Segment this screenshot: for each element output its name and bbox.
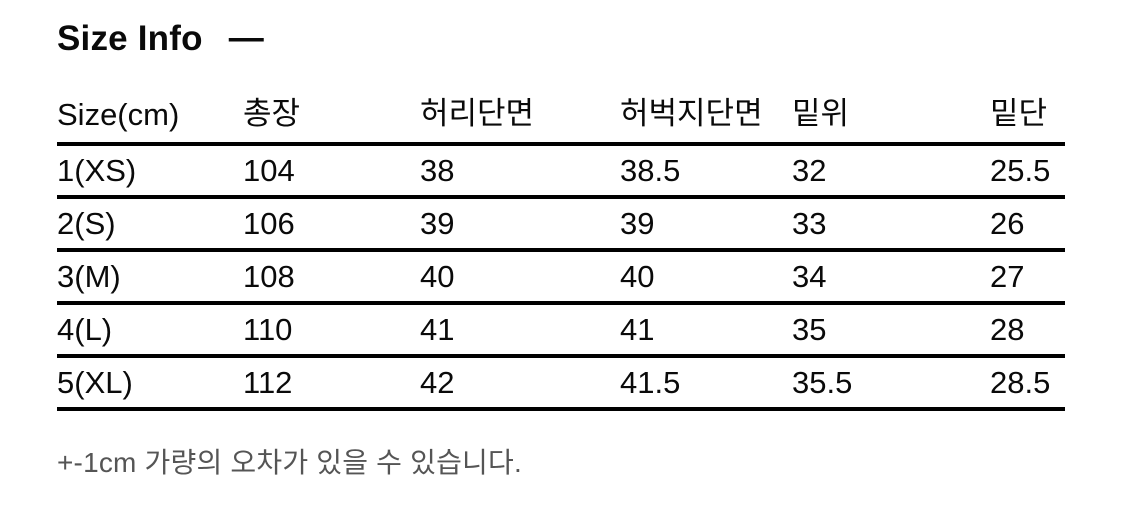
measurement-cell: 27	[990, 250, 1065, 305]
column-header-1: 총장	[243, 88, 420, 146]
measurement-cell: 41	[620, 303, 792, 358]
measurement-cell: 108	[243, 250, 420, 305]
size-label-cell: 3(M)	[57, 250, 243, 305]
measurement-cell: 33	[792, 197, 990, 252]
measurement-cell: 38.5	[620, 144, 792, 199]
measurement-cell: 41.5	[620, 356, 792, 411]
measurement-cell: 41	[420, 303, 620, 358]
size-label-cell: 2(S)	[57, 197, 243, 252]
size-info-section: Size Info — Size(cm) 총장 허리단면 허벅지단면 밑위 밑단 1(XS…	[57, 18, 1125, 478]
measurement-cell: 35.5	[792, 356, 990, 411]
measurement-cell: 112	[243, 356, 420, 411]
measurement-cell: 38	[420, 144, 620, 199]
measurement-cell: 25.5	[990, 144, 1065, 199]
measurement-cell: 34	[792, 250, 990, 305]
column-header-2: 허리단면	[420, 88, 620, 146]
measurement-cell: 39	[620, 197, 792, 252]
column-header-5: 밑단	[990, 88, 1065, 146]
measurement-cell: 104	[243, 144, 420, 199]
measurement-cell: 39	[420, 197, 620, 252]
size-label-cell: 4(L)	[57, 303, 243, 358]
measurement-cell: 28.5	[990, 356, 1065, 411]
column-header-3: 허벅지단면	[620, 88, 792, 146]
column-header-0: Size(cm)	[57, 88, 243, 146]
size-label-cell: 1(XS)	[57, 144, 243, 199]
table-row-1(XS): 1(XS) 104 38 38.5 32 25.5	[57, 144, 1065, 199]
measurement-cell: 106	[243, 197, 420, 252]
size-table: Size(cm) 총장 허리단면 허벅지단면 밑위 밑단 1(XS) 104 38 38.5 32…	[57, 88, 1065, 411]
measurement-cell: 42	[420, 356, 620, 411]
title-dash: —	[228, 17, 264, 57]
measurement-cell: 26	[990, 197, 1065, 252]
measurement-cell: 40	[420, 250, 620, 305]
measurement-cell: 35	[792, 303, 990, 358]
table-row-4(L): 4(L) 110 41 41 35 28	[57, 303, 1065, 358]
measurement-cell: 110	[243, 303, 420, 358]
size-label-cell: 5(XL)	[57, 356, 243, 411]
table-header-row: Size(cm) 총장 허리단면 허벅지단면 밑위 밑단	[57, 88, 1065, 146]
table-row-5(XL): 5(XL) 112 42 41.5 35.5 28.5	[57, 356, 1065, 411]
column-header-4: 밑위	[792, 88, 990, 146]
section-title-row: Size Info —	[57, 18, 1125, 60]
table-row-2(S): 2(S) 106 39 39 33 26	[57, 197, 1065, 252]
tolerance-note: +-1cm 가량의 오차가 있을 수 있습니다.	[57, 447, 522, 478]
table-row-3(M): 3(M) 108 40 40 34 27	[57, 250, 1065, 305]
measurement-cell: 28	[990, 303, 1065, 358]
section-title: Size Info	[57, 19, 203, 58]
measurement-cell: 32	[792, 144, 990, 199]
measurement-cell: 40	[620, 250, 792, 305]
